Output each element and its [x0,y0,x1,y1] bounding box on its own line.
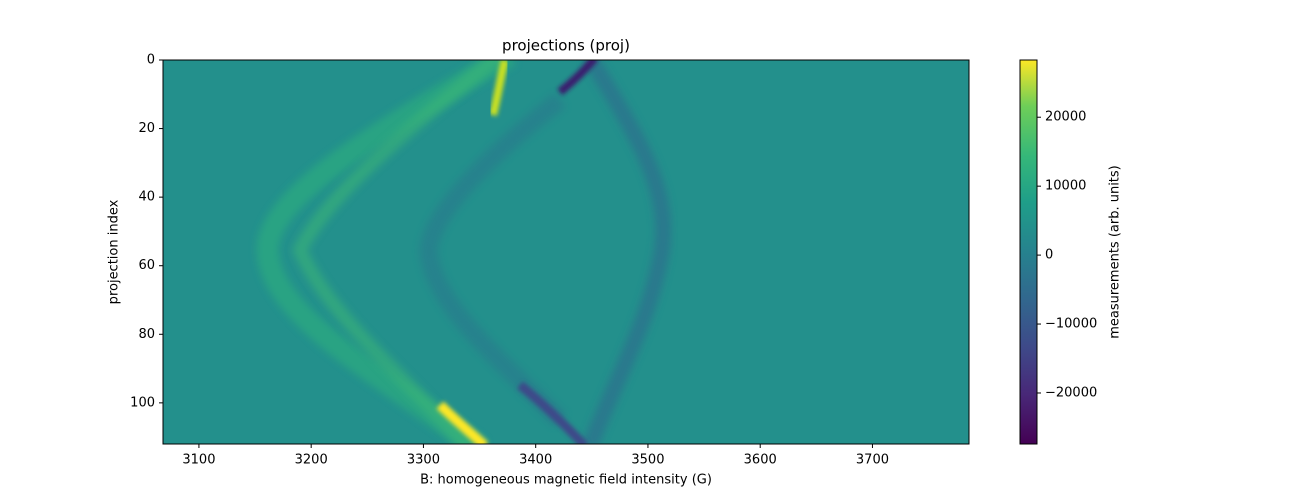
y-axis-label: projection index [107,199,122,304]
colorbar-tick-label: 20000 [1045,110,1086,125]
dark-peak [557,60,599,96]
dark-band [582,60,672,444]
image-background [163,60,969,444]
dark-peak [517,381,589,444]
bright-peak [489,60,509,116]
dark-band [419,92,567,427]
y-tick-label: 0 [147,53,155,68]
colorbar-tick-label: −20000 [1045,385,1097,400]
colorbar [1020,60,1037,444]
y-tick-label: 80 [138,327,155,342]
bright-band [292,60,505,444]
x-tick-label: 3200 [295,453,328,468]
x-tick-label: 3400 [519,453,552,468]
bright-band [256,60,516,444]
colorbar-frame [1019,59,1038,445]
y-tick-label: 100 [130,395,155,410]
x-axis-label: B: homogeneous magnetic field intensity … [420,473,712,488]
x-tick-label: 3100 [182,453,215,468]
x-tick-label: 3300 [407,453,440,468]
colorbar-tick-label: 0 [1045,248,1053,263]
x-tick-label: 3700 [856,453,889,468]
y-tick-label: 20 [138,121,155,136]
plot-frame [162,59,970,445]
colorbar-label: measurements (arb. units) [1108,165,1123,339]
y-tick-label: 60 [138,258,155,273]
y-tick-label: 40 [138,190,155,205]
colorbar-tick-label: −10000 [1045,317,1097,332]
image [163,60,969,444]
x-tick-label: 3600 [744,453,777,468]
colorbar-tick-label: 10000 [1045,179,1086,194]
bright-peak [436,401,489,444]
x-tick-label: 3500 [631,453,664,468]
chart-title: projections (proj) [502,37,630,55]
